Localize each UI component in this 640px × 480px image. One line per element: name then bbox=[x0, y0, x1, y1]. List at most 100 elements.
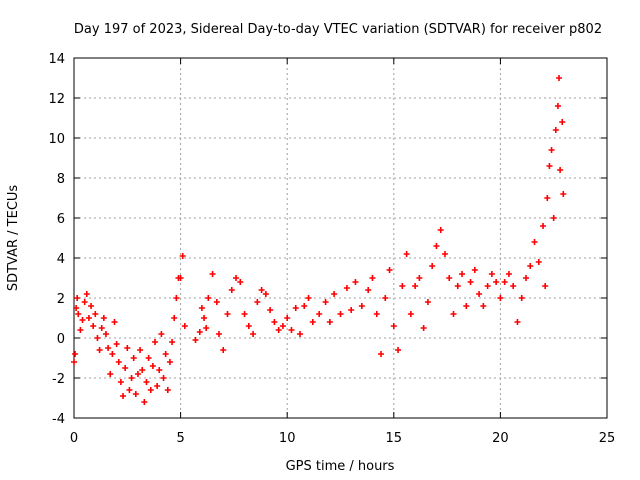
data-point bbox=[271, 319, 278, 325]
y-tick-label: 8 bbox=[57, 172, 65, 187]
data-point bbox=[173, 295, 180, 301]
grid-lines bbox=[74, 58, 607, 418]
data-point bbox=[441, 251, 448, 257]
data-point bbox=[514, 319, 521, 325]
data-point bbox=[463, 303, 470, 309]
data-point bbox=[137, 347, 144, 353]
data-point bbox=[149, 363, 156, 369]
data-point bbox=[542, 283, 549, 289]
y-axis-label: SDTVAR / TECUs bbox=[6, 185, 21, 292]
data-point bbox=[548, 147, 555, 153]
data-point bbox=[132, 391, 139, 397]
data-point bbox=[429, 263, 436, 269]
data-point bbox=[258, 287, 265, 293]
data-point bbox=[546, 163, 553, 169]
data-point bbox=[169, 339, 176, 345]
data-point bbox=[403, 251, 410, 257]
data-point bbox=[77, 327, 84, 333]
chart-title: Day 197 of 2023, Sidereal Day-to-day VTE… bbox=[74, 22, 602, 37]
data-point bbox=[205, 295, 212, 301]
x-tick-label: 0 bbox=[70, 431, 78, 446]
data-point bbox=[527, 263, 534, 269]
data-point bbox=[166, 359, 173, 365]
x-tick-label: 20 bbox=[492, 431, 509, 446]
data-point bbox=[145, 355, 152, 361]
data-point bbox=[152, 339, 159, 345]
data-point bbox=[552, 127, 559, 133]
data-point bbox=[316, 311, 323, 317]
y-tick-label: -4 bbox=[52, 412, 65, 427]
data-point bbox=[198, 305, 205, 311]
data-point bbox=[467, 279, 474, 285]
data-point bbox=[390, 323, 397, 329]
data-point bbox=[309, 319, 316, 325]
data-point bbox=[128, 375, 135, 381]
data-point bbox=[245, 323, 252, 329]
data-point bbox=[122, 365, 129, 371]
data-point bbox=[326, 319, 333, 325]
data-point bbox=[156, 367, 163, 373]
data-point bbox=[147, 387, 154, 393]
data-point bbox=[79, 317, 86, 323]
data-point bbox=[337, 311, 344, 317]
x-axis-label: GPS time / hours bbox=[286, 459, 395, 474]
data-point bbox=[71, 359, 77, 365]
data-point bbox=[143, 379, 150, 385]
data-point bbox=[171, 315, 178, 321]
data-point bbox=[556, 75, 563, 81]
data-point bbox=[510, 283, 517, 289]
y-tick-label: 0 bbox=[57, 332, 65, 347]
data-point bbox=[373, 311, 380, 317]
data-point bbox=[343, 285, 350, 291]
data-point bbox=[437, 227, 444, 233]
y-tick-label: 4 bbox=[57, 252, 65, 267]
data-point bbox=[446, 275, 453, 281]
data-point bbox=[179, 253, 186, 259]
data-point bbox=[459, 271, 466, 277]
data-point bbox=[109, 351, 116, 357]
x-tick-label: 5 bbox=[176, 431, 184, 446]
data-point bbox=[233, 275, 240, 281]
data-point bbox=[154, 383, 161, 389]
x-tick-label: 25 bbox=[599, 431, 616, 446]
data-point bbox=[139, 367, 146, 373]
data-point bbox=[96, 347, 103, 353]
y-tick-label: 2 bbox=[57, 292, 65, 307]
data-point bbox=[296, 331, 303, 337]
data-point bbox=[117, 379, 124, 385]
data-point bbox=[241, 311, 248, 317]
data-point bbox=[102, 331, 109, 337]
data-point bbox=[107, 371, 114, 377]
data-point bbox=[292, 305, 299, 311]
data-point bbox=[557, 167, 564, 173]
data-point bbox=[386, 267, 393, 273]
data-point bbox=[115, 359, 122, 365]
data-point bbox=[433, 243, 440, 249]
data-point bbox=[201, 315, 208, 321]
data-point bbox=[228, 287, 235, 293]
data-point bbox=[305, 295, 312, 301]
data-point bbox=[220, 347, 227, 353]
plot-frame bbox=[73, 57, 608, 419]
data-point bbox=[141, 399, 148, 405]
data-point bbox=[540, 223, 547, 229]
data-point bbox=[416, 275, 423, 281]
data-point bbox=[254, 299, 261, 305]
data-point bbox=[124, 345, 131, 351]
data-point bbox=[160, 375, 167, 381]
y-tick-label: 10 bbox=[48, 132, 65, 147]
data-point bbox=[352, 279, 359, 285]
y-tick-label: 6 bbox=[57, 212, 65, 227]
data-point bbox=[399, 283, 406, 289]
data-point bbox=[75, 311, 82, 317]
y-tick-label: -2 bbox=[52, 372, 65, 387]
data-point bbox=[450, 311, 457, 317]
data-point bbox=[196, 329, 203, 335]
x-tick-label: 15 bbox=[386, 431, 403, 446]
data-point bbox=[203, 325, 210, 331]
data-point bbox=[550, 215, 557, 221]
data-point bbox=[505, 271, 512, 277]
data-point bbox=[111, 319, 118, 325]
data-point bbox=[162, 351, 169, 357]
